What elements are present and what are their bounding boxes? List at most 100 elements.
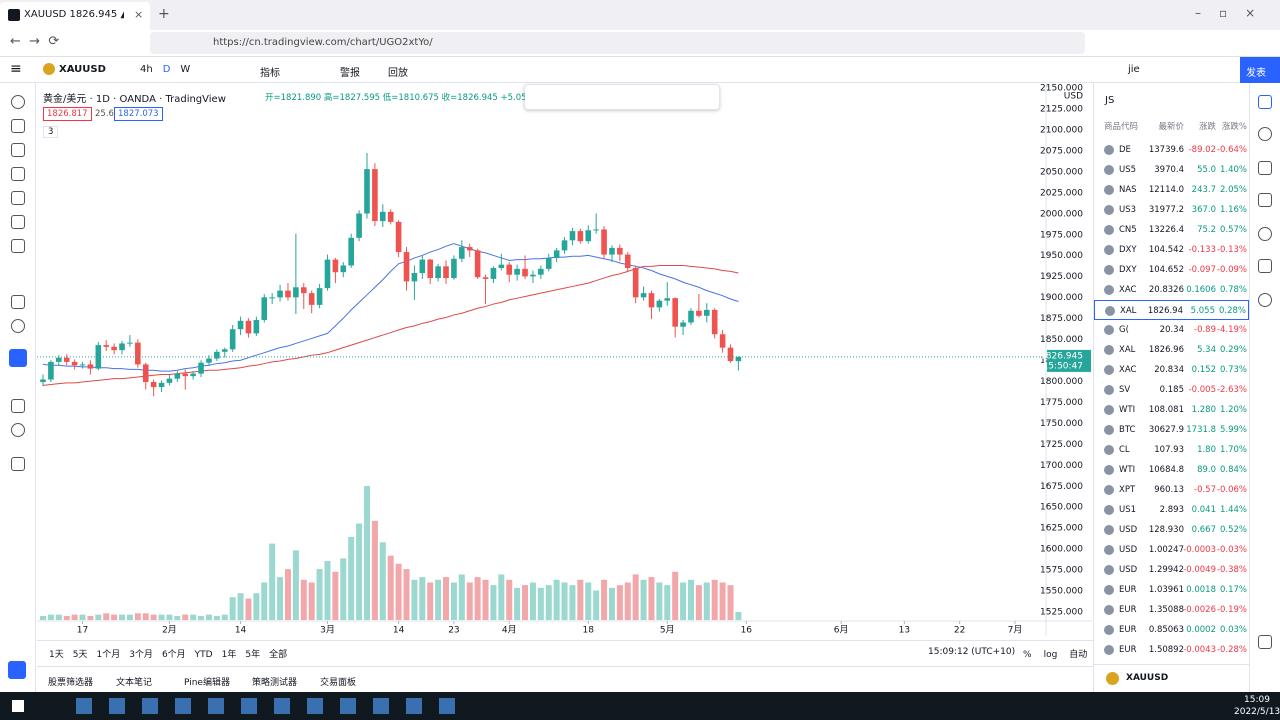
timeframe[interactable]: 3个月 <box>129 650 153 660</box>
alerts[interactable]: 警报 <box>340 68 360 79</box>
watchlist-row[interactable]: CL 107.93 1.80 1.70% <box>1094 440 1249 460</box>
footer-icon <box>1106 672 1119 685</box>
timeframe[interactable]: 5年 <box>245 650 261 660</box>
tool-magnet[interactable] <box>9 349 27 367</box>
tool-text[interactable] <box>11 191 25 205</box>
watchlist-row[interactable]: EUR 1.03961 0.0018 0.17% <box>1094 580 1249 600</box>
watchlist-row[interactable]: NAS 12114.0 243.7 2.05% <box>1094 180 1249 200</box>
side-calendar[interactable] <box>1258 227 1272 241</box>
tool-hide[interactable] <box>11 423 25 437</box>
watchlist-row[interactable]: USD 128.930 0.667 0.52% <box>1094 520 1249 540</box>
timeframe[interactable]: YTD <box>194 650 213 660</box>
tool-lock[interactable] <box>11 399 25 413</box>
indicators[interactable]: 指标 <box>260 68 280 79</box>
side-watchlist[interactable] <box>1258 95 1272 109</box>
publish[interactable]: 发表 <box>1240 57 1280 83</box>
watchlist-cell: 89.0 <box>1197 465 1216 475</box>
watchlist-row[interactable]: XAL 1826.94 5.055 0.28% <box>1094 300 1249 320</box>
interval[interactable]: D <box>162 64 171 75</box>
interval[interactable]: W <box>180 64 191 75</box>
volume-bar <box>711 579 718 620</box>
tool-pattern[interactable] <box>11 215 25 229</box>
candle-body <box>150 382 157 388</box>
scale-option[interactable]: % <box>1023 650 1032 660</box>
side-layers[interactable] <box>1258 635 1272 649</box>
watchlist-row[interactable]: EUR 1.50892 -0.0043 -0.28% <box>1094 640 1249 660</box>
tool-measure[interactable] <box>11 239 25 253</box>
side-news[interactable] <box>1258 193 1272 207</box>
timeframe[interactable]: 5天 <box>72 650 88 660</box>
watchlist-row[interactable]: DXY 104.542 -0.133 -0.13% <box>1094 240 1249 260</box>
watchlist-row[interactable]: BTC 30627.9 1731.8 5.99% <box>1094 420 1249 440</box>
timeframe[interactable]: 6个月 <box>161 650 186 660</box>
tool-delete[interactable] <box>11 457 25 471</box>
tool-zoom[interactable] <box>11 319 25 333</box>
watchlist-row[interactable]: US3 31977.2 367.0 1.16% <box>1094 200 1249 220</box>
timeframe[interactable]: 1个月 <box>96 650 121 660</box>
timeframe[interactable]: 全部 <box>269 650 288 660</box>
candle-body <box>451 258 457 279</box>
watchlist-row[interactable]: CN5 13226.4 75.2 0.57% <box>1094 220 1249 240</box>
scale-option[interactable]: 自动 <box>1069 650 1088 660</box>
y-tick-label: 1875.000 <box>1040 314 1083 324</box>
menu[interactable]: ≡ <box>10 61 22 77</box>
watchlist-row[interactable]: XAC 20.834 0.152 0.73% <box>1094 360 1249 380</box>
replay[interactable]: 回放 <box>388 68 408 79</box>
user[interactable]: jie <box>1128 64 1140 75</box>
tool-cursor[interactable] <box>11 95 25 109</box>
bottom-tab[interactable]: Pine编辑器 <box>184 678 230 688</box>
watchlist-row[interactable]: WTI 10684.8 89.0 0.84% <box>1094 460 1249 480</box>
watchlist-row[interactable]: XPT 960.13 -0.57 -0.06% <box>1094 480 1249 500</box>
start-button[interactable] <box>12 700 24 712</box>
url-field[interactable] <box>150 32 1085 54</box>
active-tab[interactable]: XAUUSD 1826.945 ▲ +0.28% × <box>0 2 150 30</box>
watchlist-row[interactable]: EUR 1.35088 -0.0026 -0.19% <box>1094 600 1249 620</box>
interval[interactable]: 4h <box>140 64 153 75</box>
x-tick-label: 16 <box>741 626 753 636</box>
tool-ruler[interactable] <box>11 295 25 309</box>
bid[interactable]: 1826.817 <box>43 107 92 121</box>
watchlist-row[interactable]: EUR 0.85063 0.0002 0.03% <box>1094 620 1249 640</box>
symbol[interactable]: XAUUSD <box>59 64 106 75</box>
watchlist-cell: 涨跌 <box>1198 122 1216 132</box>
watchlist-row[interactable]: US1 2.893 0.041 1.44% <box>1094 500 1249 520</box>
watchlist-row[interactable]: USD 1.00247 -0.0003 -0.03% <box>1094 540 1249 560</box>
side-data[interactable] <box>1258 161 1272 175</box>
bottom-tab[interactable]: 交易面板 <box>320 678 357 688</box>
footer-symbol[interactable]: XAUUSD <box>1126 673 1169 683</box>
watchlist-row[interactable]: US5 3970.4 55.0 1.40% <box>1094 160 1249 180</box>
ask[interactable]: 1827.073 <box>114 107 163 121</box>
bottom-tab[interactable]: 策略测试器 <box>252 678 298 688</box>
watchlist-row[interactable]: XAC 20.8326 0.1606 0.78% <box>1094 280 1249 300</box>
watchlist-row[interactable]: SV 0.185 -0.005 -2.63% <box>1094 380 1249 400</box>
collapsed-indicators[interactable]: 3 <box>43 126 59 138</box>
favorites[interactable] <box>8 661 26 679</box>
window-controls[interactable]: –▫× <box>1195 6 1274 20</box>
tab-close[interactable]: × <box>134 8 144 21</box>
watchlist-row[interactable]: XAL 1826.96 5.34 0.29% <box>1094 340 1249 360</box>
watchlist-row[interactable]: USD 1.29942 -0.0049 -0.38% <box>1094 560 1249 580</box>
side-alerts[interactable] <box>1258 127 1272 141</box>
watchlist-row[interactable]: WTI 108.081 1.280 1.20% <box>1094 400 1249 420</box>
watchlist-row[interactable]: DXY 104.652 -0.097 -0.09% <box>1094 260 1249 280</box>
watchlist-row[interactable]: DE 13739.6 -89.02 -0.64% <box>1094 140 1249 160</box>
watchlist-row[interactable]: G(20.34 -0.89 -4.19% <box>1094 320 1249 340</box>
candle-body <box>79 364 86 366</box>
nav-buttons[interactable]: ← → ⟳ <box>10 34 60 49</box>
side-streams[interactable] <box>1258 293 1272 307</box>
new-tab[interactable]: + <box>158 6 170 22</box>
tool-line[interactable] <box>11 119 25 133</box>
scale-option[interactable]: log <box>1043 650 1058 660</box>
watchlist-cell: 1.00247 <box>1148 545 1184 555</box>
watchlist-name[interactable]: JS <box>1105 95 1115 106</box>
tool-brush[interactable] <box>11 167 25 181</box>
side-ideas[interactable] <box>1258 259 1272 273</box>
tool-channel[interactable] <box>11 143 25 157</box>
symbol-icon <box>1104 265 1114 275</box>
bottom-tab[interactable]: 股票筛选器 <box>48 678 94 688</box>
timeframe[interactable]: 1年 <box>221 650 237 660</box>
bottom-tab[interactable]: 文本笔记 <box>116 678 153 688</box>
taskbar-apps[interactable] <box>76 698 466 714</box>
timeframe[interactable]: 1天 <box>49 650 64 660</box>
volume-bar <box>158 614 165 620</box>
